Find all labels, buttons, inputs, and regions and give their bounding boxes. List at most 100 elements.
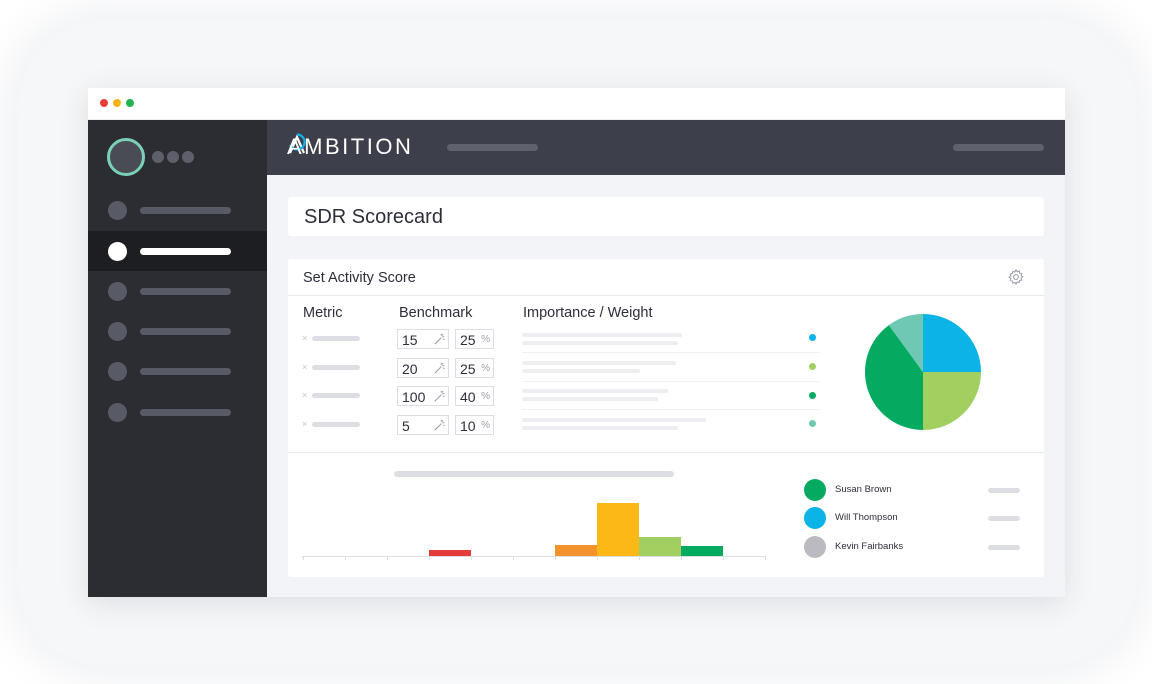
percent-unit: % [481, 420, 490, 431]
main-content: SDR Scorecard Set Activity Score Metric … [267, 175, 1065, 597]
card-title: Set Activity Score [303, 270, 416, 286]
benchmark-input[interactable]: 5 [397, 415, 449, 435]
weight-input[interactable]: 25 % [455, 329, 494, 349]
weight-input[interactable]: 25 % [455, 358, 494, 378]
axis-tick [765, 556, 766, 560]
nav-label-placeholder [140, 368, 231, 375]
top-navbar: AMBITION [267, 120, 1065, 175]
divider [288, 452, 1044, 453]
pie-slice-2 [923, 372, 981, 430]
person-name: Kevin Fairbanks [835, 541, 904, 552]
row-divider [522, 409, 819, 410]
close-window-button[interactable] [100, 99, 108, 107]
sidebar-item-1[interactable] [88, 190, 267, 230]
person-score-placeholder [988, 488, 1020, 493]
nav-icon [108, 242, 127, 261]
weight-input[interactable]: 10 % [455, 415, 494, 435]
histogram-bar-1 [429, 550, 471, 556]
more-dot-icon [152, 151, 164, 163]
axis-tick [345, 556, 346, 560]
remove-metric-icon[interactable]: × [302, 362, 308, 372]
axis-tick [723, 556, 724, 560]
percent-unit: % [481, 334, 490, 345]
user-avatar[interactable] [107, 138, 145, 176]
percent-unit: % [481, 363, 490, 374]
weight-pie-chart [865, 314, 981, 430]
divider [288, 295, 1044, 296]
histogram-bar-3 [597, 503, 639, 556]
metric-name-placeholder [312, 336, 360, 341]
row-divider [522, 381, 819, 382]
sidebar [88, 120, 267, 597]
benchmark-input[interactable]: 100 [397, 386, 449, 406]
sidebar-item-2-active[interactable] [88, 231, 267, 271]
nav-placeholder [953, 144, 1044, 151]
person-name: Will Thompson [835, 512, 898, 523]
sidebar-item-6[interactable] [88, 392, 267, 432]
legend-person[interactable]: Will Thompson [804, 507, 1034, 529]
app-window: AMBITION SDR Scorecard Set Activity Scor… [88, 88, 1065, 597]
benchmark-value: 15 [402, 332, 418, 348]
benchmark-value: 20 [402, 361, 418, 377]
sidebar-item-4[interactable] [88, 311, 267, 351]
row-color-dot [809, 334, 816, 341]
person-color-dot [804, 479, 826, 501]
row-color-dot [809, 392, 816, 399]
magic-wand-icon[interactable] [433, 362, 446, 375]
chart-baseline [302, 556, 766, 557]
axis-tick [681, 556, 682, 560]
nav-icon [108, 322, 127, 341]
importance-placeholder [522, 333, 682, 337]
importance-placeholder [522, 397, 658, 401]
axis-tick [387, 556, 388, 560]
benchmark-input[interactable]: 20 [397, 358, 449, 378]
axis-tick [513, 556, 514, 560]
window-titlebar [88, 88, 1065, 120]
title-card: SDR Scorecard [288, 197, 1044, 236]
minimize-window-button[interactable] [113, 99, 121, 107]
axis-tick [303, 556, 304, 560]
importance-placeholder [522, 361, 676, 365]
magic-wand-icon[interactable] [433, 333, 446, 346]
maximize-window-button[interactable] [126, 99, 134, 107]
person-name: Susan Brown [835, 484, 892, 495]
histogram-bar-4 [639, 537, 681, 556]
remove-metric-icon[interactable]: × [302, 333, 308, 343]
magic-wand-icon[interactable] [433, 419, 446, 432]
remove-metric-icon[interactable]: × [302, 419, 308, 429]
histogram-bar-2 [555, 545, 597, 556]
nav-label-placeholder [140, 328, 231, 335]
legend-person[interactable]: Kevin Fairbanks [804, 536, 1034, 558]
metric-name-placeholder [312, 422, 360, 427]
metric-name-placeholder [312, 393, 360, 398]
activity-score-card: Set Activity Score Metric Benchmark Impo… [288, 259, 1044, 577]
row-color-dot [809, 363, 816, 370]
importance-placeholder [522, 389, 668, 393]
sidebar-item-5[interactable] [88, 351, 267, 391]
brand-logo[interactable]: AMBITION [287, 134, 414, 159]
remove-metric-icon[interactable]: × [302, 390, 308, 400]
row-divider [522, 352, 819, 353]
legend-person[interactable]: Susan Brown [804, 479, 1034, 501]
pie-slice-1 [923, 314, 981, 372]
weight-input[interactable]: 40 % [455, 386, 494, 406]
axis-tick [471, 556, 472, 560]
chart-title-placeholder [394, 471, 674, 477]
magic-wand-icon[interactable] [433, 390, 446, 403]
nav-icon [108, 362, 127, 381]
nav-icon [108, 282, 127, 301]
benchmark-input[interactable]: 15 [397, 329, 449, 349]
gear-icon[interactable] [1007, 268, 1025, 286]
importance-placeholder [522, 426, 678, 430]
weight-value: 10 [460, 418, 476, 434]
importance-column-header: Importance / Weight [523, 305, 653, 321]
importance-placeholder [522, 369, 640, 373]
row-color-dot [809, 420, 816, 427]
sidebar-item-3[interactable] [88, 271, 267, 311]
percent-unit: % [481, 391, 490, 402]
importance-placeholder [522, 418, 706, 422]
person-score-placeholder [988, 545, 1020, 550]
weight-value: 40 [460, 389, 476, 405]
weight-value: 25 [460, 332, 476, 348]
nav-label-placeholder [140, 248, 231, 255]
